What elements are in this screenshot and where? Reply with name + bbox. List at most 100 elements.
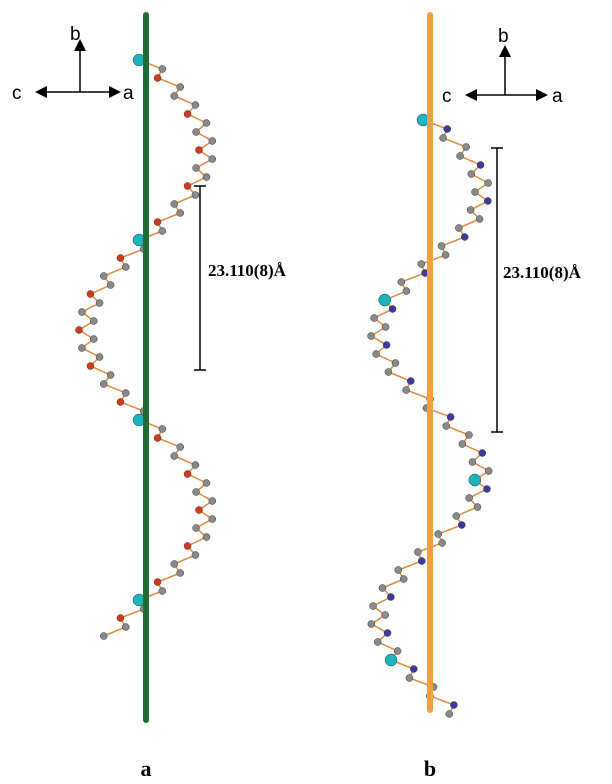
atom [394,648,401,655]
atom [444,126,451,133]
atom [418,261,425,268]
atom [373,351,380,358]
atom [100,633,107,640]
atom [96,354,103,361]
atom [471,189,478,196]
axis-label: c [442,86,452,107]
atom [90,318,97,325]
atom [193,525,200,532]
axis-label: b [498,26,509,47]
atom [107,372,114,379]
atom [154,579,161,586]
atom [184,183,191,190]
atom [400,576,407,583]
figure: b c a 23.110(8)Å b c a 23.110(8)Å a b [0,0,612,784]
panel-caption: a [141,756,152,781]
atom [440,135,447,142]
atom [410,666,417,673]
atom [398,279,405,286]
atom [368,621,375,628]
metal-atom [469,474,481,486]
atom [117,615,124,622]
atom [474,504,481,511]
atom [193,489,200,496]
atom [384,630,391,637]
atom [435,531,442,538]
atom [122,624,129,631]
atom [203,120,210,127]
atom [107,282,114,289]
atom [439,540,446,547]
atom [203,480,210,487]
panel-caption: b [424,756,436,781]
atom [171,93,178,100]
atom [203,534,210,541]
atom [117,399,124,406]
atom [100,381,107,388]
atom [370,603,377,610]
atom [469,459,476,466]
atom [203,174,210,181]
atom [192,552,199,559]
atom [192,192,199,199]
atom [450,702,457,709]
atom [438,243,445,250]
atom [485,468,492,475]
atom [485,180,492,187]
atom [459,441,466,448]
atom [122,264,129,271]
atom [171,201,178,208]
atom [389,306,396,313]
atom [209,516,216,523]
atom [442,252,449,259]
atom [192,102,199,109]
atom [184,471,191,478]
atom [154,219,161,226]
atom [458,522,465,529]
distance-label: 23.110(8)Å [208,261,287,280]
atom [479,450,486,457]
atom [447,414,454,421]
atom [395,567,402,574]
atom [159,66,166,73]
atom [154,75,161,82]
atom [209,156,216,163]
atom [209,498,216,505]
atom [184,543,191,550]
atom [78,345,85,352]
atom [382,612,389,619]
atom [443,423,450,430]
atom [193,129,200,136]
atom [476,216,483,223]
metal-atom [385,654,397,666]
atom [484,198,491,205]
atom [477,162,484,169]
atom [392,360,399,367]
atom [159,228,166,235]
atom [193,165,200,172]
atom [368,333,375,340]
atom [177,84,184,91]
atom [467,207,474,214]
atom [463,144,470,151]
atom [453,513,460,520]
distance-label: 23.110(8)Å [503,263,582,282]
atom [383,342,390,349]
atom [385,369,392,376]
atom [446,711,453,718]
metal-atom [379,294,391,306]
atom [117,255,124,262]
atom [159,588,166,595]
atom [371,315,378,322]
atom [171,561,178,568]
atom [177,210,184,217]
atom [461,234,468,241]
atom [406,675,413,682]
atom [457,153,464,160]
atom [387,594,394,601]
atom [468,171,475,178]
atom [154,435,161,442]
axis-label: a [552,86,563,107]
atom [403,288,410,295]
atom [171,453,178,460]
